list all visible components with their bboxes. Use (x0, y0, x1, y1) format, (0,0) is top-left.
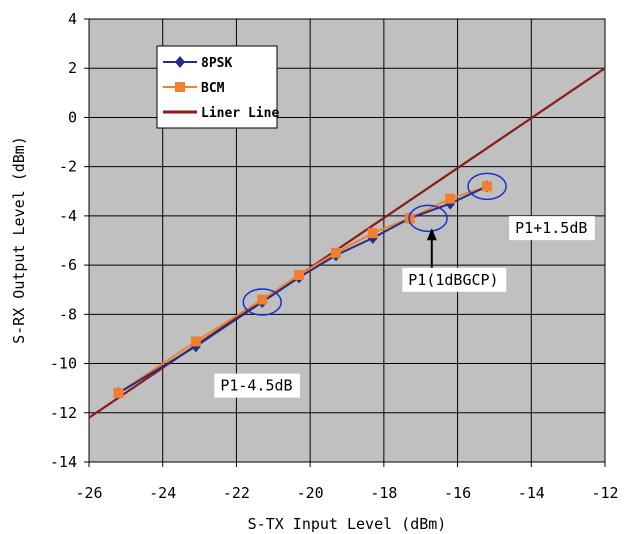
legend-entry: BCM (163, 81, 225, 96)
y-tick-label: -8 (59, 305, 77, 323)
x-axis-label: S-TX Input Level (dBm) (248, 515, 447, 533)
x-tick-label: -20 (297, 484, 324, 502)
x-tick-label: -26 (75, 484, 102, 502)
x-tick-label: -16 (444, 484, 471, 502)
data-point-bcm (367, 228, 378, 239)
x-tick-label: -12 (591, 484, 618, 502)
legend-label: BCM (201, 81, 225, 96)
legend-entry: 8PSK (163, 56, 232, 71)
highlight-ellipse (467, 172, 507, 201)
y-tick-label: -12 (50, 404, 77, 422)
annotation-text: P1+1.5dB (515, 219, 587, 237)
legend: 8PSK BCM Liner Line (156, 45, 279, 129)
arrow-head (426, 228, 437, 241)
data-point-bcm (330, 247, 341, 258)
x-tick-label: -24 (149, 484, 176, 502)
legend-label: 8PSK (201, 56, 232, 71)
annotation-arrow (426, 228, 437, 271)
y-tick-label: -10 (50, 355, 77, 373)
data-point-bcm (445, 193, 456, 204)
x-tick-label: -22 (223, 484, 250, 502)
y-tick-label: -6 (59, 256, 77, 274)
data-point-bcm (190, 336, 201, 347)
legend-entry: Liner Line (163, 106, 279, 121)
annotation-background (214, 373, 300, 398)
y-tick-label: 2 (68, 59, 77, 77)
x-tick-label: -14 (518, 484, 545, 502)
data-point-bcm (482, 181, 493, 192)
annotation-box: P1(1dBGCP) (402, 267, 507, 292)
series-group (88, 67, 606, 419)
data-point-bcm (257, 294, 268, 305)
legend-label: Liner Line (201, 106, 279, 121)
y-tick-label: -4 (59, 207, 77, 225)
x-tick-labels: -26 -24 -22 -20 -18 -16 -14 -12 (75, 484, 618, 502)
y-tick-label: 0 (68, 108, 77, 126)
y-tick-label: 4 (68, 10, 77, 28)
annotation-background (509, 216, 595, 241)
y-tick-label: -14 (50, 453, 77, 471)
data-point-bcm (113, 388, 124, 399)
x-tick-label: -18 (370, 484, 397, 502)
y-tick-labels: 4 2 0 -2 -4 -6 -8 -10 -12 -14 (50, 10, 77, 471)
legend-marker-diamond (175, 56, 185, 68)
annotation-text: P1(1dBGCP) (408, 271, 498, 289)
annotation-text: P1-4.5dB (220, 377, 292, 395)
highlight-ellipses (242, 172, 507, 316)
highlight-ellipse (408, 204, 448, 233)
y-axis-label: S-RX Output Level (dBm) (10, 136, 28, 344)
data-point-bcm (294, 269, 305, 280)
highlight-ellipse (242, 288, 282, 316)
legend-marker-square (175, 82, 185, 92)
annotations: P1+1.5dB P1(1dBGCP) P1-4.5dB (214, 216, 595, 398)
y-tick-label: -2 (59, 158, 77, 176)
annotation-background (402, 267, 507, 292)
annotation-box: P1-4.5dB (214, 373, 300, 398)
annotation-box: P1+1.5dB (509, 216, 595, 241)
